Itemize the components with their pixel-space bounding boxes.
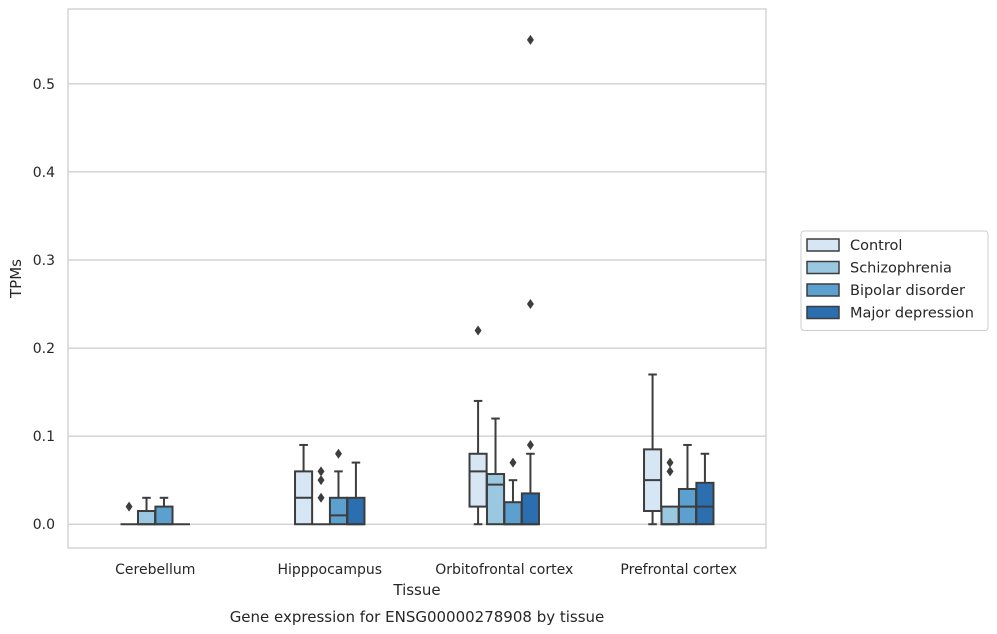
legend-swatch — [806, 260, 840, 275]
legend-label: Schizophrenia — [850, 261, 952, 277]
box — [503, 457, 523, 526]
box-body — [485, 473, 506, 526]
legend-frame — [800, 230, 989, 331]
box-body — [154, 505, 174, 526]
y-tick-label: 0.4 — [33, 165, 55, 181]
legend-label: Major depression — [850, 306, 974, 322]
x-axis-label: Tissue — [392, 581, 440, 599]
box — [328, 448, 349, 526]
plot-frame — [67, 8, 767, 549]
box-body — [520, 492, 540, 526]
box-body — [660, 505, 680, 526]
legend: Control Schizophrenia Bipolar disorder Majo… — [800, 230, 989, 331]
box — [660, 457, 680, 526]
outlier-point — [125, 501, 133, 512]
outlier-point — [334, 448, 342, 459]
x-tick-label: Cerebellum — [115, 562, 195, 578]
box-body — [328, 496, 349, 526]
x-tick-label: Prefrontal cortex — [620, 562, 737, 578]
y-tick-label: 0.2 — [33, 341, 55, 357]
y-axis-label: TPMs — [7, 259, 25, 299]
outlier-point — [317, 475, 325, 486]
y-tick-label: 0.0 — [33, 517, 55, 533]
box-body — [468, 452, 488, 508]
box — [643, 373, 663, 526]
outlier-point — [526, 34, 534, 45]
y-tick-label: 0.1 — [33, 429, 55, 445]
outlier-point — [509, 457, 517, 468]
box — [695, 452, 715, 526]
box — [677, 443, 698, 526]
outlier-point — [526, 439, 534, 450]
box — [485, 417, 506, 526]
box — [520, 34, 540, 526]
box — [346, 461, 366, 526]
box-body — [346, 496, 366, 526]
legend-swatch — [806, 305, 840, 320]
y-tick-labels: 0.0 0.1 0.2 0.3 0.4 0.5 — [33, 77, 55, 533]
outlier-point — [474, 325, 482, 336]
x-tick-labels: Cerebellum Hipppocampus Orbitofrontal cort… — [115, 562, 737, 578]
outlier-point — [317, 492, 325, 503]
outlier-point — [666, 466, 674, 477]
legend-swatch — [806, 238, 840, 252]
box — [120, 501, 138, 526]
boxes — [120, 34, 715, 526]
outlier-point — [666, 457, 674, 468]
legend-swatch — [806, 283, 840, 297]
outlier-point — [317, 466, 325, 477]
box — [154, 496, 174, 526]
box-body — [503, 501, 523, 526]
x-tick-label: Hipppocampus — [277, 562, 382, 578]
legend-label: Control — [850, 238, 902, 254]
box — [294, 443, 314, 526]
y-tick-label: 0.5 — [33, 77, 55, 93]
box — [136, 496, 157, 526]
outlier-point — [526, 299, 534, 310]
legend-label: Bipolar disorder — [850, 283, 965, 299]
box — [468, 325, 488, 526]
chart-caption: Gene expression for ENSG00000278908 by t… — [230, 608, 605, 626]
y-tick-label: 0.3 — [33, 253, 55, 269]
box — [312, 466, 330, 526]
x-tick-label: Orbitofrontal cortex — [435, 562, 573, 578]
box-body — [136, 510, 157, 526]
box-body — [695, 481, 715, 526]
